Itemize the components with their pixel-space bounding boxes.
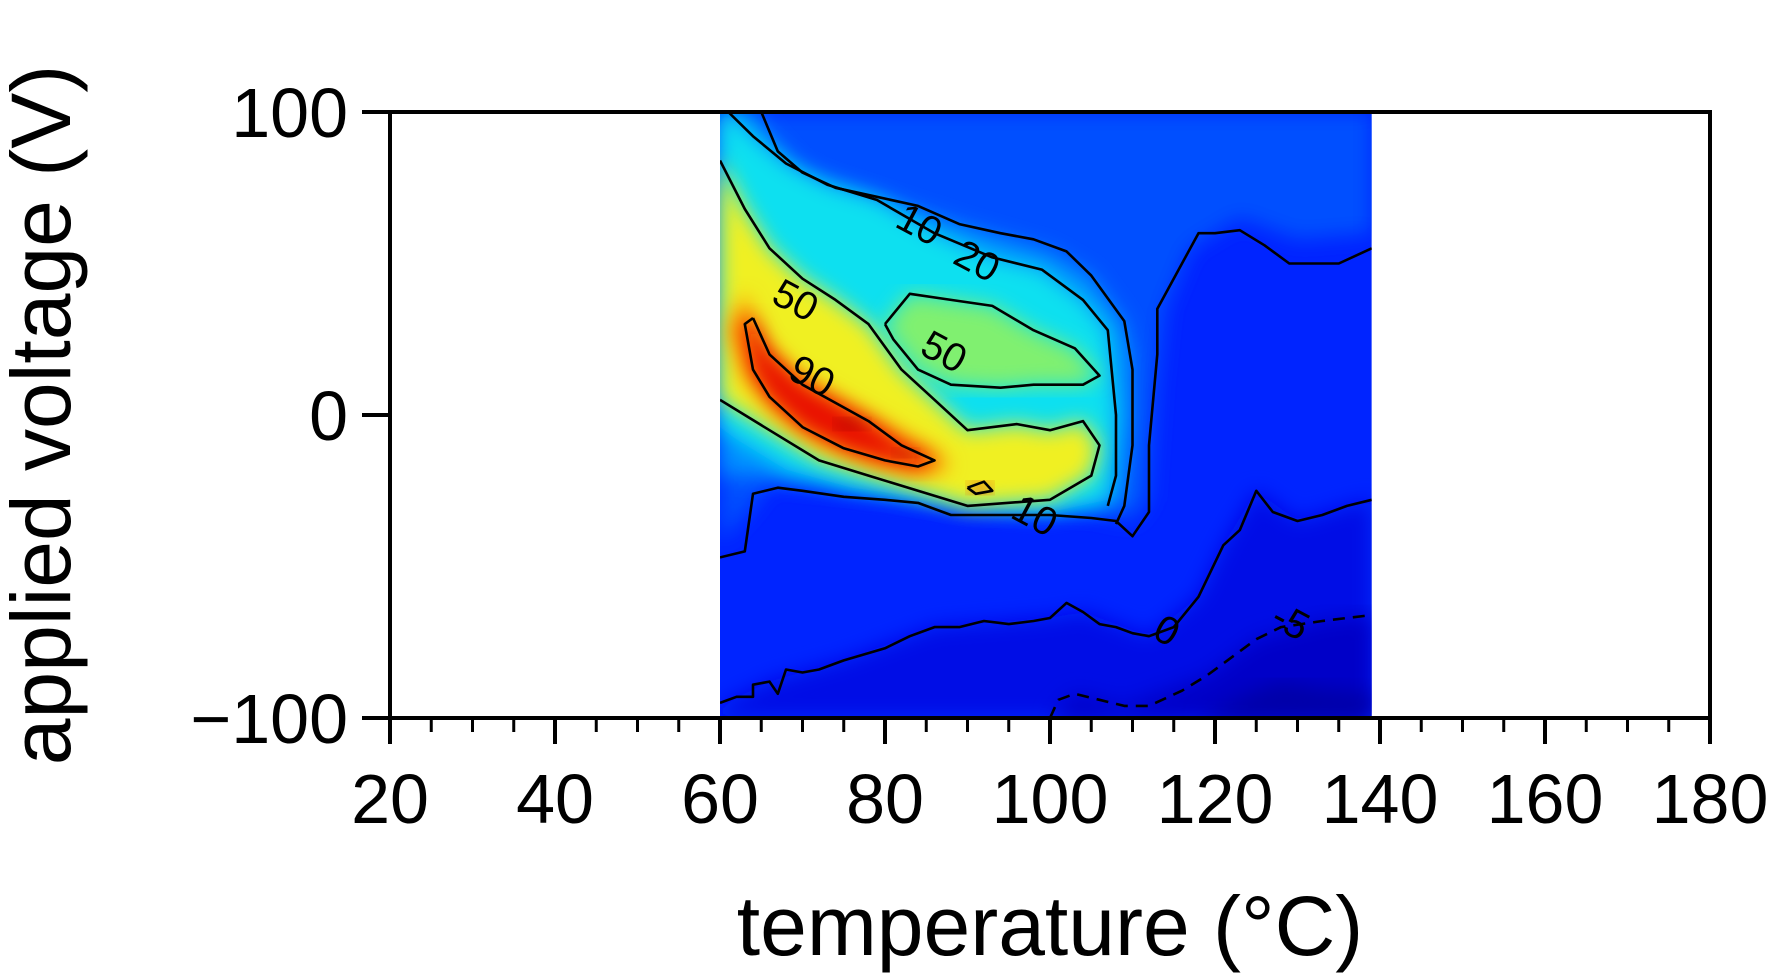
x-tick-label: 120 — [1157, 760, 1274, 838]
x-tick-label: 20 — [351, 760, 429, 838]
y-tick-label: −100 — [190, 680, 348, 758]
contour-line-10-2 — [720, 228, 1372, 559]
contour-line-50-6 — [883, 292, 1101, 389]
x-tick-label: 180 — [1652, 760, 1769, 838]
heatmap-fill — [720, 112, 1372, 718]
band-low-negative — [720, 490, 1372, 718]
band-most-negative — [1198, 681, 1372, 718]
y-tick-label: 0 — [309, 377, 348, 455]
contour-line-0-0 — [720, 489, 1372, 705]
contour-line-20-4 — [727, 112, 1118, 507]
x-tick-label: 60 — [681, 760, 759, 838]
x-tick-label: 80 — [846, 760, 924, 838]
y-axis-title: applied voltage (V) — [0, 65, 88, 765]
band-peak-2 — [893, 448, 918, 458]
band-level-50-inner — [885, 293, 1100, 388]
x-axis-title: temperature (°C) — [737, 879, 1363, 973]
contour-line-50-5 — [720, 159, 1101, 508]
band-peak — [835, 418, 869, 431]
x-tick-label: 140 — [1322, 760, 1439, 838]
x-tick-label: 160 — [1487, 760, 1604, 838]
contour-line-90-7 — [743, 316, 936, 468]
contour-line-neg5-1 — [1048, 613, 1372, 718]
x-tick-label: 100 — [992, 760, 1109, 838]
band-level-90 — [744, 318, 935, 467]
band-level-70 — [728, 293, 951, 476]
axes: 20 40 60 80 100 120 140 160 180 −100 0 100 — [190, 74, 1768, 838]
x-tick-label: 40 — [516, 760, 594, 838]
contour-line-90-8 — [966, 480, 994, 496]
contour-lines — [720, 112, 1372, 718]
y-tick-label: 100 — [231, 74, 348, 152]
